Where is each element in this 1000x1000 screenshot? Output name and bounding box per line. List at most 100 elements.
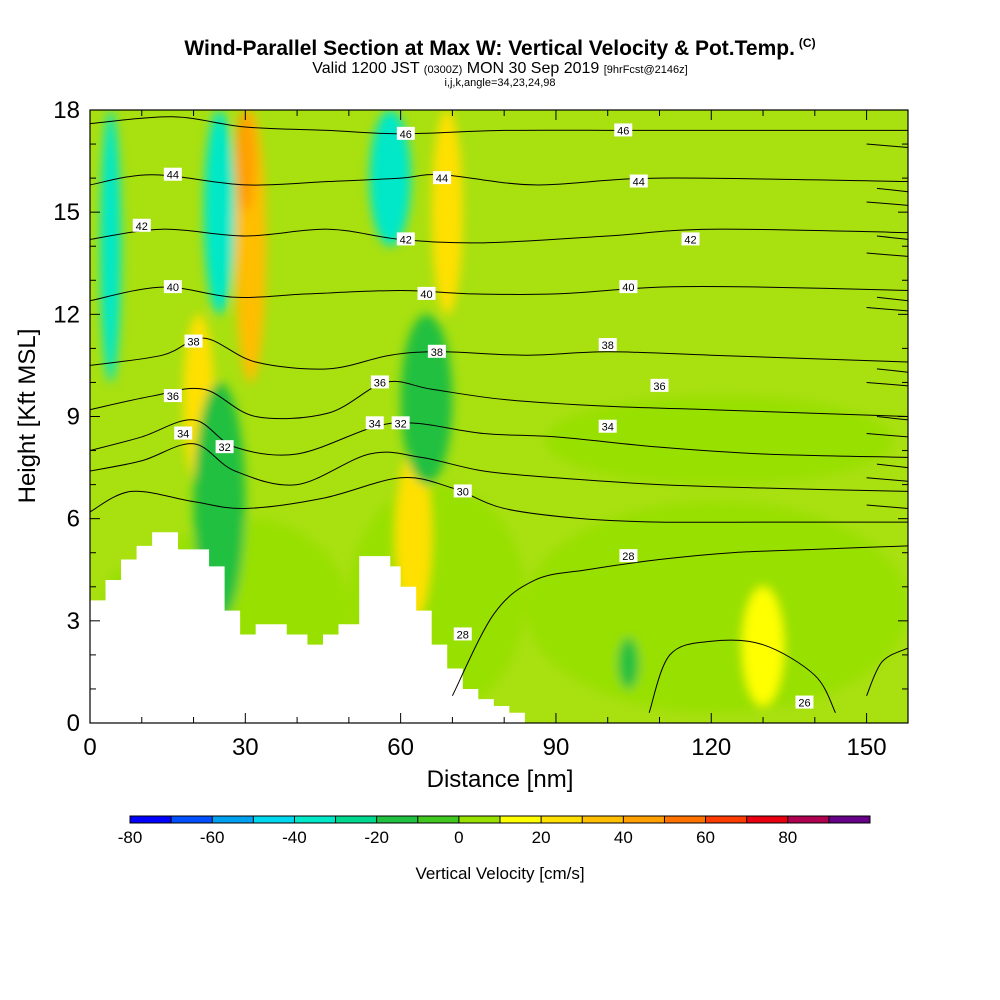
subtitle-valid: Valid 1200 JST bbox=[312, 60, 420, 77]
colorbar-swatch bbox=[746, 816, 788, 823]
theta-contour-44 bbox=[90, 173, 908, 186]
theta-contour-34 bbox=[866, 477, 908, 482]
y-tick-label: 0 bbox=[67, 710, 80, 737]
colorbar-swatch bbox=[541, 816, 583, 823]
theta-label-36: 36 bbox=[374, 377, 386, 389]
theta-contour-44 bbox=[866, 201, 908, 206]
downdraft-region bbox=[100, 110, 122, 383]
theta-label-40: 40 bbox=[420, 289, 432, 301]
theta-label-box bbox=[629, 174, 648, 188]
theta-label-42: 42 bbox=[400, 234, 412, 246]
colorbar-swatch bbox=[294, 816, 336, 823]
theta-label-box bbox=[132, 218, 151, 232]
downdraft-region bbox=[400, 314, 453, 485]
theta-label-box bbox=[417, 286, 436, 300]
chart-title: Wind-Parallel Section at Max W: Vertical… bbox=[0, 36, 1000, 61]
theta-label-36: 36 bbox=[167, 391, 179, 403]
colorbar-swatch bbox=[705, 816, 747, 823]
theta-label-box bbox=[614, 123, 633, 137]
theta-label-28: 28 bbox=[457, 629, 469, 641]
theta-label-34: 34 bbox=[602, 422, 614, 434]
y-tick-label: 12 bbox=[53, 301, 80, 328]
theta-contour-42 bbox=[876, 235, 908, 240]
subtitle-utc: (0300Z) bbox=[423, 64, 463, 76]
theta-contour-36 bbox=[876, 416, 908, 421]
colorbar-tick-label: -60 bbox=[200, 828, 225, 847]
theta-label-box bbox=[650, 378, 669, 392]
theta-contour-26 bbox=[648, 639, 836, 714]
colorbar-swatch bbox=[253, 816, 295, 823]
theta-label-40: 40 bbox=[622, 282, 634, 294]
title-flag: (C) bbox=[798, 36, 816, 50]
theta-label-30: 30 bbox=[457, 486, 469, 498]
chart-subtitle-indices: i,j,k,angle=34,23,24,98 bbox=[444, 77, 556, 89]
theta-contour-40 bbox=[876, 296, 908, 302]
subtitle-date: MON 30 Sep 2019 bbox=[466, 60, 600, 77]
theta-label-box bbox=[391, 416, 410, 430]
theta-contour-44 bbox=[876, 187, 908, 193]
theta-label-box bbox=[681, 232, 700, 246]
theta-label-32: 32 bbox=[218, 442, 230, 454]
updraft-region bbox=[524, 501, 908, 713]
theta-label-28: 28 bbox=[622, 551, 634, 563]
theta-label-box bbox=[396, 232, 415, 246]
theta-label-box bbox=[598, 337, 617, 351]
theta-contour-32 bbox=[90, 443, 908, 492]
colorbar-swatch bbox=[664, 816, 706, 823]
theta-label-32: 32 bbox=[395, 418, 407, 430]
colorbar-swatch bbox=[582, 816, 624, 823]
updraft-region bbox=[431, 110, 463, 315]
theta-label-box bbox=[163, 167, 182, 181]
colorbar-swatch bbox=[335, 816, 377, 823]
theta-label-box bbox=[163, 280, 182, 294]
theta-label-box bbox=[433, 171, 452, 185]
theta-label-box bbox=[598, 419, 617, 433]
theta-contour-30 bbox=[90, 477, 908, 523]
downdraft-region bbox=[203, 110, 235, 315]
theta-contour-40 bbox=[90, 285, 908, 302]
terrain-mask bbox=[90, 532, 525, 723]
theta-label-box bbox=[174, 426, 193, 440]
theta-label-box bbox=[619, 549, 638, 563]
updraft-region bbox=[742, 586, 784, 706]
updraft-region bbox=[545, 396, 893, 485]
colorbar-swatch bbox=[130, 816, 172, 823]
x-axis-label: Distance [nm] bbox=[426, 766, 574, 793]
downdraft-region bbox=[618, 637, 639, 689]
theta-contour-34 bbox=[876, 463, 908, 469]
x-tick-label: 150 bbox=[847, 734, 887, 761]
colorbar-swatch bbox=[376, 816, 418, 823]
x-tick-label: 60 bbox=[387, 734, 414, 761]
theta-label-box bbox=[163, 389, 182, 403]
theta-label-box bbox=[453, 484, 472, 498]
chart-title-text: Wind-Parallel Section at Max W: Vertical… bbox=[184, 37, 795, 60]
y-tick-label: 18 bbox=[53, 97, 80, 124]
y-tick-label: 3 bbox=[67, 608, 80, 635]
theta-label-44: 44 bbox=[436, 173, 448, 185]
colorbar-swatch bbox=[500, 816, 542, 823]
y-tick-label: 6 bbox=[67, 506, 80, 533]
theta-label-36: 36 bbox=[653, 381, 665, 393]
colorbar-swatch bbox=[828, 816, 870, 823]
theta-contour-28 bbox=[451, 545, 908, 696]
x-tick-label: 30 bbox=[232, 734, 259, 761]
theta-contour-46 bbox=[866, 143, 908, 148]
colorbar: -80 -60 -40 -20 0 20 40 60 80 bbox=[118, 815, 871, 847]
subtitle-fcst: [9hrFcst@2146z] bbox=[603, 64, 688, 76]
theta-label-44: 44 bbox=[167, 170, 179, 182]
x-tick-label: 90 bbox=[543, 734, 570, 761]
theta-contour-34 bbox=[90, 419, 908, 458]
updraft-region bbox=[234, 110, 256, 213]
theta-contour-32 bbox=[866, 504, 908, 509]
theta-label-box bbox=[795, 695, 814, 709]
theta-label-box bbox=[365, 416, 384, 430]
updraft-region bbox=[395, 450, 432, 621]
theta-label-46: 46 bbox=[400, 129, 412, 141]
y-tick-label: 15 bbox=[53, 199, 80, 226]
theta-label-box bbox=[453, 627, 472, 641]
x-tick-label: 0 bbox=[83, 734, 96, 761]
colorbar-label: Vertical Velocity [cm/s] bbox=[415, 864, 585, 883]
colorbar-swatch bbox=[171, 816, 213, 823]
colorbar-tick-label: 20 bbox=[532, 828, 551, 847]
